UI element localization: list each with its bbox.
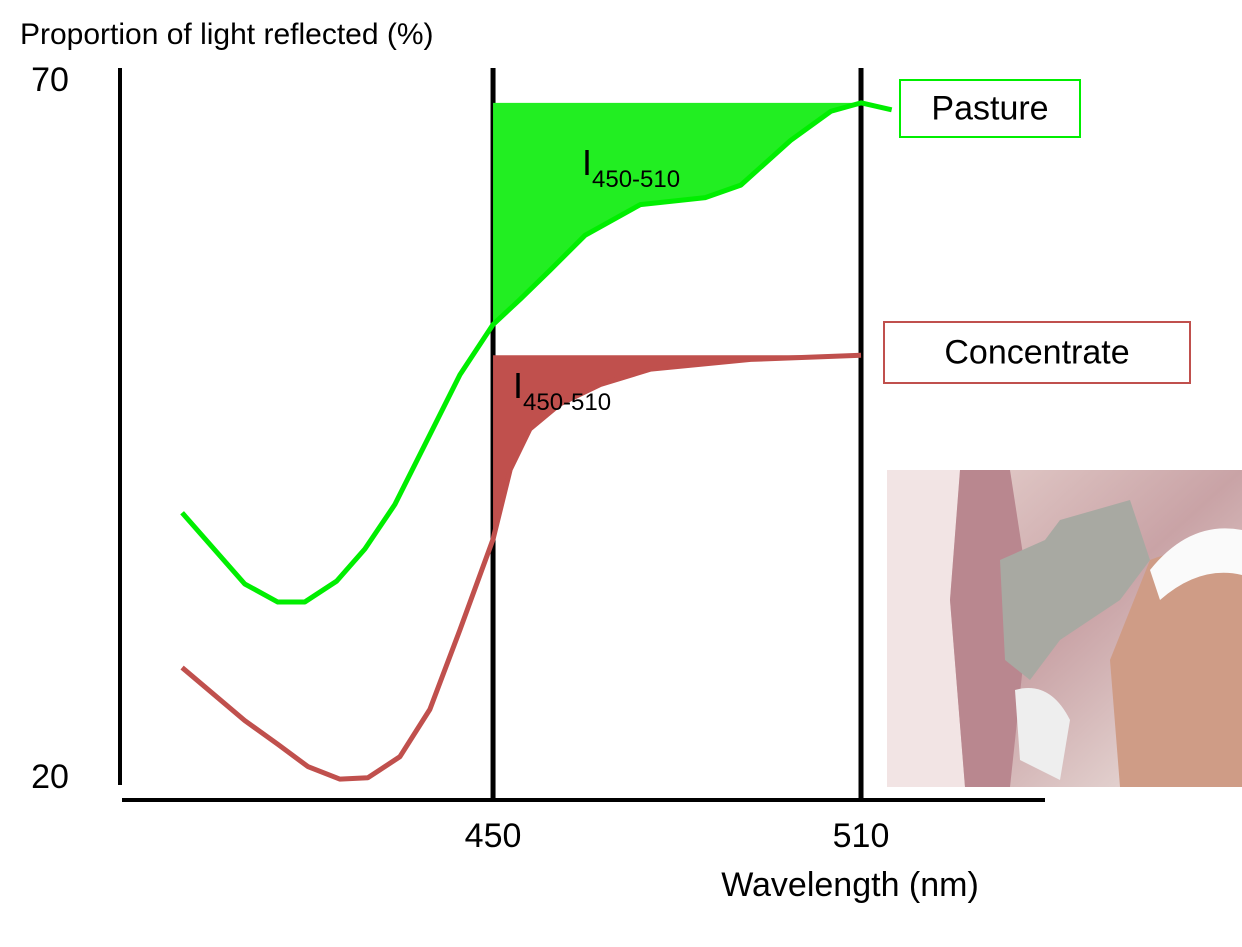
annotation-subscript: 450-510 bbox=[592, 166, 680, 193]
y-axis-label: Proportion of light reflected (%) bbox=[20, 18, 434, 51]
y-tick-label: 20 bbox=[31, 758, 69, 796]
shaded-area bbox=[493, 103, 861, 325]
x-tick-label: 450 bbox=[465, 817, 522, 855]
legend-label: Pasture bbox=[931, 89, 1048, 127]
legend-label: Concentrate bbox=[944, 333, 1129, 371]
chart: Proportion of light reflected (%) Wavele… bbox=[0, 0, 1242, 947]
annotation-main: I bbox=[582, 142, 592, 183]
annotation-subscript: 450-510 bbox=[523, 389, 611, 416]
x-tick-label: 510 bbox=[833, 817, 890, 855]
photo bbox=[887, 470, 1242, 787]
y-tick-label: 70 bbox=[31, 61, 69, 99]
shaded-area bbox=[493, 355, 861, 539]
x-axis-label: Wavelength (nm) bbox=[721, 866, 979, 904]
annotation-main: I bbox=[513, 365, 523, 406]
